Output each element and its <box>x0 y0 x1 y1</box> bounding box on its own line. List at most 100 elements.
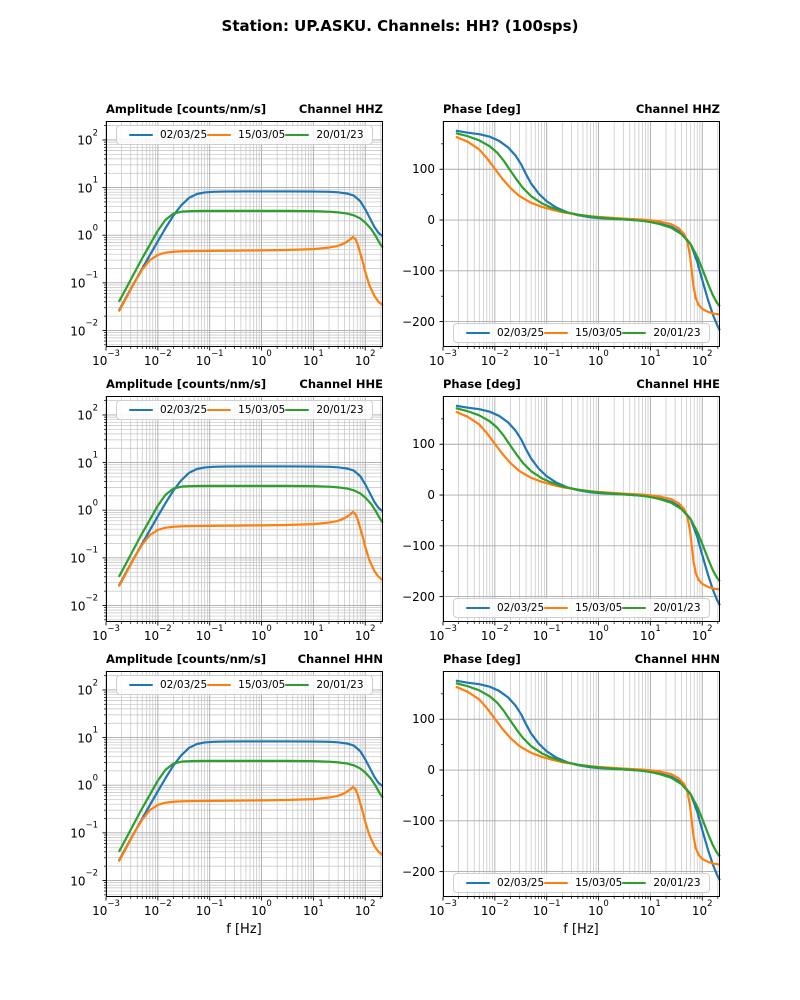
channel-title: Channel HHN <box>634 652 720 666</box>
x-tick-label: 10−2 <box>480 623 509 643</box>
x-tick-label: 10−2 <box>143 623 172 643</box>
x-tick-label: 102 <box>354 348 376 368</box>
legend-label: 20/01/23 <box>653 876 701 889</box>
legend-line-swatch <box>129 409 153 411</box>
chart-canvas <box>439 121 721 351</box>
figure-title: Station: UP.ASKU. Channels: HH? (100sps) <box>221 17 579 35</box>
y-tick-label: 102 <box>77 403 98 423</box>
x-tick-label: 10−1 <box>532 623 561 643</box>
legend-label: 15/03/05 <box>238 403 286 416</box>
y-tick-label: 0 <box>427 213 435 227</box>
y-tick-label: −100 <box>402 538 435 553</box>
legend-line-swatch <box>544 332 569 334</box>
axis-title-amplitude: Amplitude [counts/nm/s] <box>106 102 267 116</box>
legend-label: 02/03/25 <box>497 326 545 339</box>
legend: 02/03/25 15/03/05 20/01/23 <box>116 400 373 420</box>
plot-area-phase-hhn: 10−3 10−2 10−1 100 101 102 100 0 −100 −200 02/03/2… <box>402 671 721 917</box>
x-tick-label: 10−3 <box>429 348 457 368</box>
x-tick-label: 10−1 <box>532 348 561 368</box>
legend-entry: 02/03/25 <box>129 130 207 141</box>
subplot-phase-hhe: Phase [deg] Channel HHE 10−3 10−2 10−1 100 1… <box>402 378 721 642</box>
y-tick-label: 101 <box>77 450 98 471</box>
channel-title: Channel HHE <box>636 377 720 391</box>
legend-label: 20/01/23 <box>653 326 701 339</box>
x-tick-label: 100 <box>251 898 272 918</box>
x-tick-label: 101 <box>303 623 324 643</box>
legend: 02/03/25 15/03/05 20/01/23 <box>453 323 710 343</box>
legend-label: 15/03/05 <box>238 678 286 691</box>
legend-label: 15/03/05 <box>238 128 286 141</box>
subplot-amplitude-hhn: Amplitude [counts/nm/s] Channel HHN 10−3… <box>70 653 384 917</box>
x-tick-label: 10−2 <box>480 898 509 918</box>
legend-label: 20/01/23 <box>316 678 364 691</box>
legend-line-swatch <box>622 332 647 334</box>
y-tick-label: 10−2 <box>70 868 98 888</box>
y-tick-label: −200 <box>402 864 435 879</box>
chart-canvas <box>439 671 721 901</box>
legend-entry: 20/01/23 <box>622 876 701 889</box>
y-tick-label: 102 <box>77 128 98 148</box>
legend-label: 15/03/05 <box>575 876 623 889</box>
x-tick-label: 102 <box>354 898 376 918</box>
plot-area-amplitude-hhz: 10−3 10−2 10−1 100 101 102 102 101 100 10−1 10−2 02… <box>70 121 384 367</box>
x-tick-label: 10−3 <box>92 623 120 643</box>
subplot-amplitude-hhz: Amplitude [counts/nm/s] Channel HHZ 10−3… <box>70 103 384 367</box>
legend-label: 20/01/23 <box>316 128 364 141</box>
legend-line-swatch <box>466 332 490 334</box>
x-tick-label: 100 <box>588 623 609 643</box>
legend-entry: 20/01/23 <box>285 128 364 141</box>
axis-title-phase: Phase [deg] <box>443 652 521 666</box>
legend-line-swatch <box>544 607 569 609</box>
y-tick-label: 101 <box>77 175 98 196</box>
y-tick-label: −100 <box>402 813 435 828</box>
legend-line-swatch <box>207 409 232 411</box>
plot-area-phase-hhz: 10−3 10−2 10−1 100 101 102 100 0 −100 −200 02/03/2… <box>402 121 721 367</box>
x-tick-label: 10−3 <box>429 898 457 918</box>
legend-entry: 02/03/25 <box>129 680 207 691</box>
legend-line-swatch <box>622 882 647 884</box>
legend-entry: 20/01/23 <box>285 405 364 416</box>
legend-entry: 15/03/05 <box>207 680 285 691</box>
legend-label: 02/03/25 <box>160 403 208 416</box>
y-tick-label: 101 <box>77 725 98 746</box>
plot-area-amplitude-hhe: 10−3 10−2 10−1 100 101 102 102 101 100 10−1 10−2 02… <box>70 396 384 642</box>
y-tick-label: 10−1 <box>70 545 98 566</box>
y-tick-label: 10−1 <box>70 270 98 291</box>
x-tick-label: 100 <box>588 348 609 368</box>
legend-line-swatch <box>544 882 569 884</box>
y-tick-label: 10−1 <box>70 820 98 841</box>
y-tick-label: −200 <box>402 314 435 329</box>
legend-entry: 15/03/05 <box>544 328 622 339</box>
subplot-phase-hhn: Phase [deg] Channel HHN 10−3 10−2 10−1 100 1… <box>402 653 721 917</box>
legend: 02/03/25 15/03/05 20/01/23 <box>116 125 373 145</box>
chart-canvas <box>102 396 384 626</box>
subplot-amplitude-hhe: Amplitude [counts/nm/s] Channel HHE 10−3… <box>70 378 384 642</box>
x-tick-label: 102 <box>691 623 713 643</box>
chart-canvas <box>102 121 384 351</box>
x-tick-label: 10−1 <box>532 898 561 918</box>
legend: 02/03/25 15/03/05 20/01/23 <box>453 873 710 893</box>
legend-label: 15/03/05 <box>575 326 623 339</box>
legend-line-swatch <box>207 684 232 686</box>
legend-label: 02/03/25 <box>497 601 545 614</box>
plot-area-phase-hhe: 10−3 10−2 10−1 100 101 102 100 0 −100 −200 02/03/2… <box>402 396 721 642</box>
legend-entry: 20/01/23 <box>285 678 364 691</box>
legend-label: 02/03/25 <box>160 128 208 141</box>
x-tick-label: 100 <box>251 348 272 368</box>
x-tick-label: 10−3 <box>429 623 457 643</box>
subplot-phase-hhz: Phase [deg] Channel HHZ 10−3 10−2 10−1 100 1… <box>402 103 721 367</box>
legend-line-swatch <box>285 684 310 686</box>
legend-entry: 15/03/05 <box>544 603 622 614</box>
axis-title-phase: Phase [deg] <box>443 377 521 391</box>
x-tick-label: 101 <box>640 623 661 643</box>
legend: 02/03/25 15/03/05 20/01/23 <box>453 598 710 618</box>
legend-entry: 15/03/05 <box>544 878 622 889</box>
y-tick-label: 102 <box>77 678 98 698</box>
x-tick-label: 10−1 <box>195 898 224 918</box>
chart-canvas <box>439 396 721 626</box>
x-axis-label-phase: f [Hz] <box>563 922 599 937</box>
legend-line-swatch <box>285 134 310 136</box>
legend-line-swatch <box>207 134 232 136</box>
axis-title-amplitude: Amplitude [counts/nm/s] <box>106 377 267 391</box>
legend-entry: 02/03/25 <box>466 328 544 339</box>
